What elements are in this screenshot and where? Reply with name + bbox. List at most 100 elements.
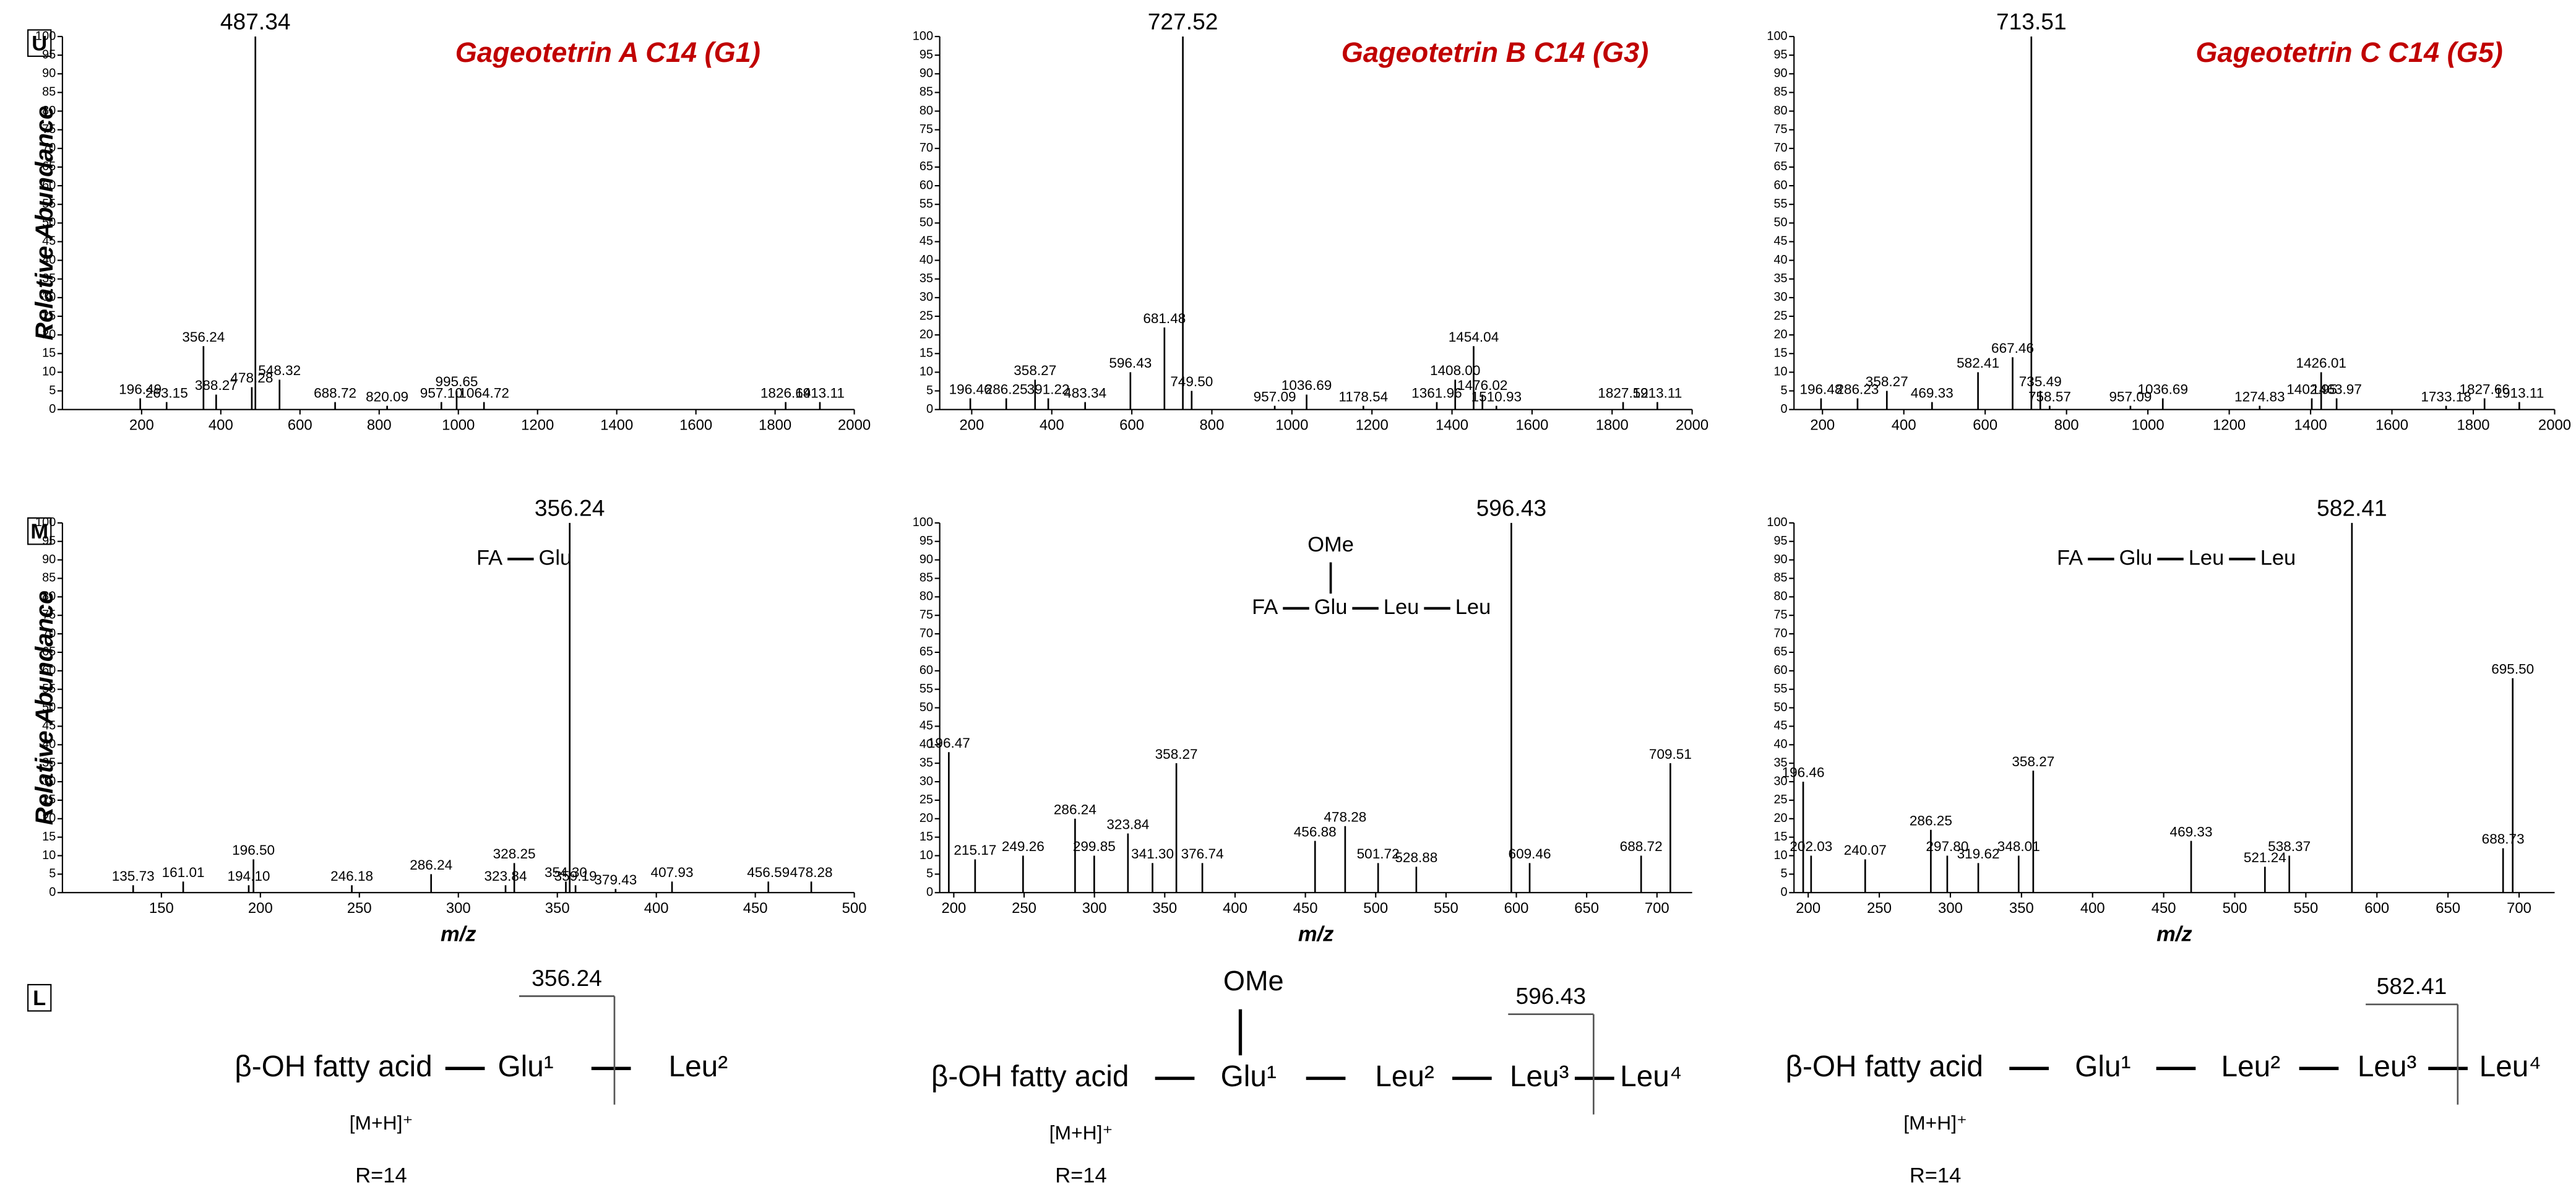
residue: β-OH fatty acid bbox=[931, 1060, 1129, 1093]
peak-label: 196.46 bbox=[949, 381, 992, 397]
peak-label: 356.24 bbox=[535, 495, 605, 521]
x-tick-label: 600 bbox=[288, 417, 312, 434]
y-tick-label: 65 bbox=[42, 645, 56, 659]
x-tick-label: 150 bbox=[149, 900, 174, 917]
x-tick-label: 1400 bbox=[2294, 417, 2327, 434]
y-tick-label: 80 bbox=[920, 590, 933, 603]
x-tick-label: 300 bbox=[446, 900, 471, 917]
x-tick-label: 600 bbox=[1119, 417, 1144, 434]
x-tick-label: 350 bbox=[545, 900, 570, 917]
x-axis-label: m/z bbox=[1298, 922, 1334, 946]
peak-label: 538.37 bbox=[2268, 839, 2311, 854]
chart-title: Gageotetrin A C14 (G1) bbox=[455, 37, 760, 68]
y-tick-label: 50 bbox=[1773, 701, 1787, 714]
y-tick-label: 10 bbox=[1773, 365, 1787, 379]
y-tick-label: 25 bbox=[920, 793, 933, 806]
peak-label: 379.43 bbox=[594, 872, 637, 888]
residue: Leu⁴ bbox=[1620, 1060, 1682, 1093]
peak-label: 688.72 bbox=[314, 385, 356, 400]
y-tick-label: 95 bbox=[920, 534, 933, 548]
peak-label: 196.48 bbox=[1799, 381, 1842, 397]
y-tick-label: 0 bbox=[49, 886, 56, 899]
y-tick-label: 25 bbox=[920, 309, 933, 322]
y-tick-label: 20 bbox=[42, 327, 56, 341]
y-tick-label: 30 bbox=[920, 774, 933, 788]
y-tick-label: 90 bbox=[1773, 67, 1787, 80]
peak-label: 341.30 bbox=[1131, 846, 1174, 862]
peak-label: 667.46 bbox=[1991, 340, 2034, 356]
peak-label: 749.50 bbox=[1170, 374, 1213, 389]
x-tick-label: 1000 bbox=[1275, 417, 1308, 434]
peak-label: 1274.83 bbox=[2234, 389, 2285, 404]
x-tick-label: 2000 bbox=[838, 417, 871, 434]
peak-label: 483.34 bbox=[1064, 385, 1106, 400]
annotation-part: Leu bbox=[1384, 595, 1419, 619]
peak-label: 388.27 bbox=[195, 378, 238, 393]
annotation-part: Leu bbox=[1455, 595, 1491, 619]
y-tick-label: 100 bbox=[1767, 516, 1787, 529]
peak-label: 1178.54 bbox=[1338, 389, 1388, 404]
peak-label: 161.01 bbox=[162, 865, 205, 880]
y-tick-label: 65 bbox=[42, 160, 56, 173]
x-tick-label: 250 bbox=[1012, 900, 1036, 917]
y-tick-label: 60 bbox=[1773, 663, 1787, 677]
annotation-part: FA bbox=[476, 546, 502, 569]
annotation-part: FA bbox=[2057, 546, 2083, 569]
annotation-part: FA bbox=[1252, 595, 1278, 619]
x-tick-label: 1000 bbox=[2132, 417, 2165, 434]
y-tick-label: 90 bbox=[920, 67, 933, 80]
residue: Leu³ bbox=[1510, 1060, 1569, 1093]
y-tick-label: 0 bbox=[1781, 886, 1788, 899]
peak-label: 1913.11 bbox=[2494, 385, 2544, 400]
annotation-substituent: OMe bbox=[1307, 533, 1354, 556]
peak-label: 957.09 bbox=[2109, 389, 2152, 404]
peak-label: 1733.18 bbox=[2421, 389, 2471, 404]
y-tick-label: 85 bbox=[1773, 571, 1787, 585]
x-tick-label: 650 bbox=[1574, 900, 1599, 917]
x-tick-label: 400 bbox=[644, 900, 669, 917]
peak-label: 246.18 bbox=[330, 868, 373, 884]
y-axis-label: Relative Abundance bbox=[31, 590, 58, 825]
y-tick-label: 35 bbox=[920, 272, 933, 285]
residue: Glu¹ bbox=[1221, 1060, 1277, 1093]
x-tick-label: 200 bbox=[1810, 417, 1835, 434]
peak-label: 286.24 bbox=[410, 857, 452, 873]
residue: Leu² bbox=[1375, 1060, 1434, 1093]
y-tick-label: 40 bbox=[920, 738, 933, 751]
y-tick-label: 45 bbox=[42, 235, 56, 248]
y-tick-label: 65 bbox=[920, 160, 933, 173]
peak-label: 1426.01 bbox=[2296, 355, 2346, 371]
y-tick-label: 95 bbox=[42, 48, 56, 61]
y-tick-label: 20 bbox=[1773, 327, 1787, 341]
x-tick-label: 550 bbox=[2293, 900, 2318, 917]
peak-label: 286.24 bbox=[1054, 802, 1096, 817]
peak-label: 758.57 bbox=[2028, 389, 2071, 404]
y-tick-label: 95 bbox=[920, 48, 933, 61]
x-tick-label: 1600 bbox=[1515, 417, 1548, 434]
y-tick-label: 75 bbox=[42, 123, 56, 136]
x-tick-label: 200 bbox=[941, 900, 966, 917]
cleavage-mass: 582.41 bbox=[2377, 973, 2447, 999]
x-tick-label: 250 bbox=[1867, 900, 1892, 917]
panel-label: U bbox=[32, 32, 47, 55]
x-tick-label: 400 bbox=[1223, 900, 1247, 917]
x-tick-label: 200 bbox=[129, 417, 154, 434]
y-tick-label: 90 bbox=[42, 67, 56, 80]
peak-label: 1036.69 bbox=[2137, 381, 2188, 397]
peak-label: 299.85 bbox=[1073, 839, 1116, 854]
peak-label: 319.62 bbox=[1957, 846, 2000, 862]
peak-label: 196.46 bbox=[1782, 765, 1825, 780]
peak-label: 359.19 bbox=[554, 868, 597, 884]
y-tick-label: 85 bbox=[920, 85, 933, 99]
peak-label: 135.73 bbox=[112, 868, 155, 884]
adduct: [M+H]⁺ bbox=[1903, 1112, 1967, 1134]
x-tick-label: 400 bbox=[1040, 417, 1064, 434]
residue: Leu³ bbox=[2358, 1050, 2417, 1083]
panel-label-box bbox=[27, 29, 52, 57]
residue: β-OH fatty acid bbox=[1786, 1050, 1983, 1083]
y-tick-label: 95 bbox=[1773, 534, 1787, 548]
y-tick-label: 80 bbox=[42, 104, 56, 118]
y-tick-label: 95 bbox=[42, 534, 56, 548]
x-tick-label: 1200 bbox=[521, 417, 554, 434]
chart-title: Gageotetrin C C14 (G5) bbox=[2195, 37, 2502, 68]
